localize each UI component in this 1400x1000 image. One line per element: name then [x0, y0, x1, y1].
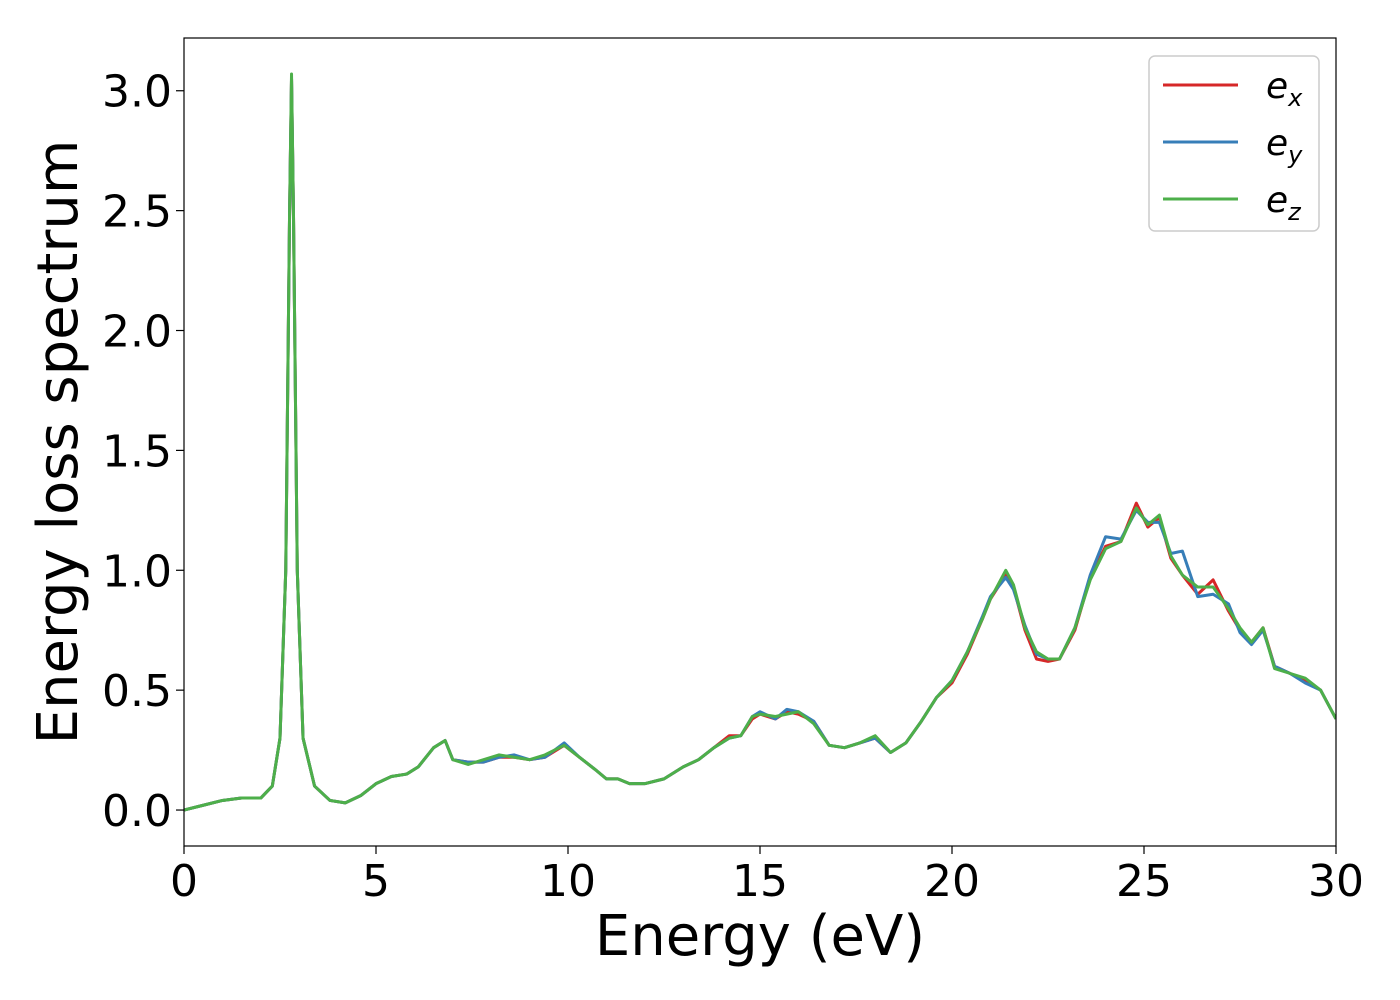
legend-label-main: e	[1266, 123, 1288, 164]
legend-label-subscript: x	[1287, 84, 1303, 112]
y-tick-label: 2.5	[102, 187, 172, 238]
x-tick-label: 10	[540, 856, 596, 907]
legend-label-main: e	[1266, 66, 1288, 107]
series-layer	[184, 72, 1336, 812]
legend-label-z: ez	[1266, 180, 1302, 226]
x-tick-label: 0	[170, 856, 198, 907]
y-tick-label: 1.0	[102, 546, 172, 597]
x-axis-ticks: 0 5 10 15 20 25 30	[170, 846, 1364, 907]
y-axis-label: Energy loss spectrum	[26, 140, 91, 745]
x-tick-label: 25	[1116, 856, 1172, 907]
legend-label-x: ex	[1266, 66, 1303, 112]
legend-label-subscript: y	[1287, 141, 1303, 169]
x-tick-label: 30	[1308, 856, 1364, 907]
legend-label-main: e	[1266, 180, 1288, 221]
x-tick-label: 15	[732, 856, 788, 907]
series-line-z	[184, 72, 1336, 812]
legend-label-y: ey	[1266, 123, 1303, 169]
y-axis-ticks: 0.0 0.5 1.0 1.5 2.0 2.5 3.0	[102, 67, 184, 837]
y-tick-label: 1.5	[102, 426, 172, 477]
x-axis-label: Energy (eV)	[595, 904, 925, 969]
y-tick-label: 3.0	[102, 67, 172, 118]
y-tick-label: 2.0	[102, 307, 172, 358]
y-tick-label: 0.5	[102, 666, 172, 717]
legend-label-subscript: z	[1287, 198, 1302, 226]
x-tick-label: 5	[362, 856, 390, 907]
x-tick-label: 20	[924, 856, 980, 907]
y-tick-label: 0.0	[102, 786, 172, 837]
